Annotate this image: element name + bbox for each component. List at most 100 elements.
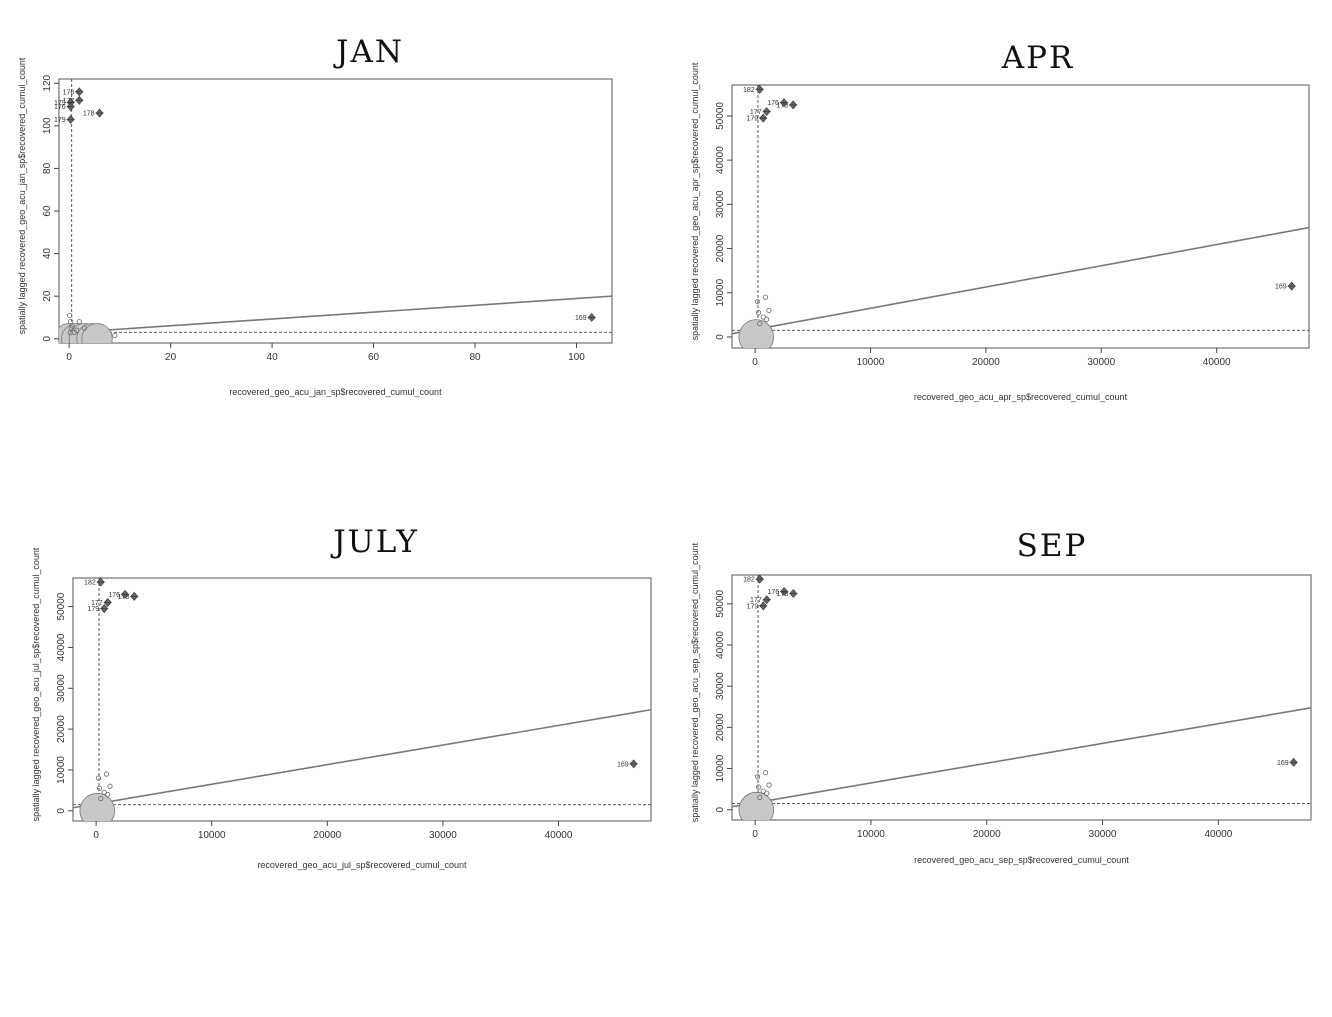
x-axis-label: recovered_geo_acu_jul_sp$recovered_cumul…: [257, 860, 467, 870]
x-tick-label: 40000: [1203, 357, 1231, 368]
influence-bubble: [738, 319, 774, 348]
plot-frame: [731, 84, 1310, 349]
regression-line: [732, 707, 1311, 808]
regression-line: [73, 708, 651, 809]
x-tick-label: 20000: [313, 830, 341, 841]
influential-point-label: 179: [746, 116, 758, 123]
plot-area: [732, 85, 1309, 348]
x-tick-label: 20000: [973, 829, 1001, 840]
scatter-point: [757, 321, 763, 327]
y-tick-label: 40000: [715, 146, 726, 174]
y-tick-label: 10000: [715, 754, 726, 782]
regression-line: [59, 295, 612, 335]
scatter-point: [764, 316, 770, 322]
influential-point-label: 178: [118, 594, 130, 601]
influential-point-label: 176: [767, 100, 779, 107]
scatter-point: [766, 782, 772, 788]
x-tick-label: 0: [93, 830, 99, 841]
chart-title-july: JULY: [333, 524, 419, 560]
y-tick-label: 30000: [715, 190, 726, 218]
plot-frame: [72, 577, 652, 822]
scatter-point: [76, 319, 82, 325]
plot-frame: [731, 574, 1312, 821]
y-tick-label: 0: [56, 808, 67, 814]
y-tick-label: 10000: [56, 756, 67, 784]
y-axis-label: spatially lagged recovered_geo_acu_jan_s…: [17, 57, 27, 334]
y-tick-label: 50000: [715, 102, 726, 130]
y-tick-label: 10000: [715, 278, 726, 306]
influential-point-label: 169: [617, 761, 629, 768]
chart-title-jan: JAN: [336, 34, 404, 70]
y-axis-label: spatially lagged recovered_geo_acu_sep_s…: [690, 542, 700, 822]
y-tick-label: 80: [42, 162, 53, 174]
scatter-point: [764, 790, 770, 796]
y-tick-label: 40000: [715, 631, 726, 659]
y-axis-label: spatially lagged recovered_geo_acu_apr_s…: [690, 62, 700, 340]
x-tick-label: 30000: [1089, 829, 1117, 840]
chart-title-sep: SEP: [1016, 528, 1088, 564]
y-tick-label: 120: [42, 74, 53, 91]
scatter-point: [96, 785, 103, 791]
x-tick-label: 80: [469, 352, 481, 363]
x-axis-label: recovered_geo_acu_apr_sp$recovered_cumul…: [914, 392, 1128, 402]
chart-title-apr: APR: [1001, 40, 1075, 76]
plot-area: [732, 575, 1311, 820]
influential-point-label: 178: [83, 111, 95, 118]
influential-point-label: 169: [1277, 760, 1289, 767]
y-tick-label: 20000: [715, 713, 726, 741]
influence-bubble: [738, 791, 775, 820]
y-tick-label: 100: [42, 117, 53, 134]
scatter-point: [757, 794, 763, 800]
y-tick-label: 30000: [56, 674, 67, 702]
influential-point-label: 169: [1275, 284, 1287, 291]
x-tick-label: 10000: [857, 357, 885, 368]
y-axis-label: spatially lagged recovered_geo_acu_jul_s…: [31, 547, 41, 821]
scatter-point: [112, 332, 118, 339]
x-tick-label: 0: [752, 357, 758, 368]
y-tick-label: 50000: [56, 592, 67, 620]
y-tick-label: 0: [42, 336, 53, 342]
x-tick-label: 40000: [545, 830, 573, 841]
x-tick-label: 40000: [1204, 829, 1232, 840]
influential-point-label: 177: [750, 109, 762, 116]
influential-point-label: 176: [108, 592, 120, 599]
influential-point-label: 179: [54, 117, 66, 124]
influential-point-label: 179: [88, 606, 100, 613]
x-tick-label: 30000: [429, 830, 457, 841]
scatter-point: [81, 325, 87, 331]
influence-bubble: [79, 793, 116, 821]
scatter-point: [754, 774, 761, 780]
y-tick-label: 0: [715, 334, 726, 340]
x-tick-label: 60: [368, 352, 380, 363]
x-tick-label: 0: [66, 352, 72, 363]
scatter-point: [105, 791, 111, 798]
influential-point-label: 179: [747, 603, 759, 610]
y-tick-label: 20: [42, 290, 53, 302]
x-tick-label: 10000: [198, 830, 226, 841]
scatter-point: [67, 312, 73, 318]
influential-point-label: 178: [777, 591, 789, 598]
x-tick-label: 100: [568, 352, 585, 363]
x-tick-label: 20000: [972, 357, 1000, 368]
y-tick-label: 20000: [715, 234, 726, 262]
scatter-point: [98, 795, 104, 802]
influential-point-label: 176: [63, 89, 75, 96]
influential-point-label: 177: [63, 98, 75, 105]
influential-point-label: 179: [54, 100, 66, 107]
influential-point-label: 178: [776, 102, 788, 109]
plot-area: [59, 79, 612, 343]
scatter-point: [762, 770, 769, 776]
scatter-point: [103, 771, 110, 777]
scatter-point: [95, 775, 102, 781]
scatter-point: [756, 784, 762, 790]
x-tick-label: 10000: [857, 829, 885, 840]
y-tick-label: 60: [42, 205, 53, 217]
y-tick-label: 20000: [56, 715, 67, 743]
influential-point-label: 182: [84, 580, 96, 587]
y-tick-label: 50000: [715, 589, 726, 617]
influential-point-label: 182: [743, 87, 755, 94]
regression-line: [732, 226, 1309, 335]
scatter-point: [766, 307, 772, 314]
